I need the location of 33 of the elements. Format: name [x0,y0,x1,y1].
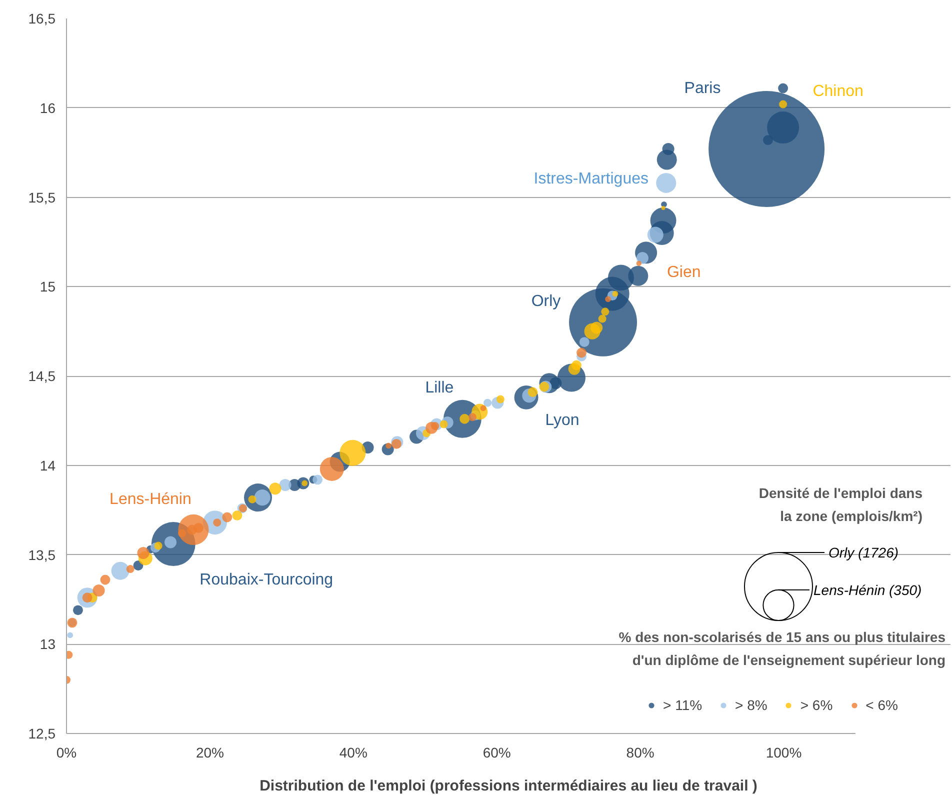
y-tick-label: 12,5 [28,726,56,742]
y-tick-label: 13 [40,636,56,652]
annotation: Paris [684,80,721,97]
x-tick-label: 100% [766,744,802,760]
y-tick-label: 13,5 [28,546,56,563]
annotation: Lille [425,379,454,396]
legend-label: > 11% [663,697,702,713]
x-tick-label: 80% [626,744,654,760]
annotation: Densité de l'emploi dans la zone (emplois/km²) [758,484,923,524]
annotation: Istres-Martigues [534,170,648,188]
x-tick-label: 20% [196,744,224,760]
annotation: Lyon [545,412,580,429]
legend-label: > 6% [800,697,833,713]
legend-label: < 6% [866,697,898,713]
y-tick-label: 16,5 [28,10,56,26]
legend-title: % des non-scolarisés de 15 ans ou plus titulaires d'un diplôme de l'enseignement supérieur long [618,628,946,668]
legend-label: Orly (1726) [828,544,899,560]
annotation: Lens-Hénin [110,491,192,508]
legend-label: > 8% [735,697,768,713]
x-tick-label: 40% [339,744,368,760]
legend-label: Lens-Hénin (350) [814,582,922,598]
y-tick-label: 14 [40,457,56,474]
annotation: Orly [531,292,561,310]
annotation: Chinon [812,82,864,100]
y-tick-label: 14,5 [28,368,56,384]
y-tick-label: 15 [40,278,56,295]
annotation: Gien [666,264,701,281]
y-tick-label: 16 [40,100,56,116]
x-axis-title: Distribution de l'emploi (professions intermédiaires au lieu de travail ) [260,778,758,794]
y-tick-label: 15,5 [28,189,56,206]
x-tick-label: 0% [56,744,77,760]
annotation: Roubaix-Tourcoing [200,572,334,589]
x-tick-label: 60% [482,744,511,760]
